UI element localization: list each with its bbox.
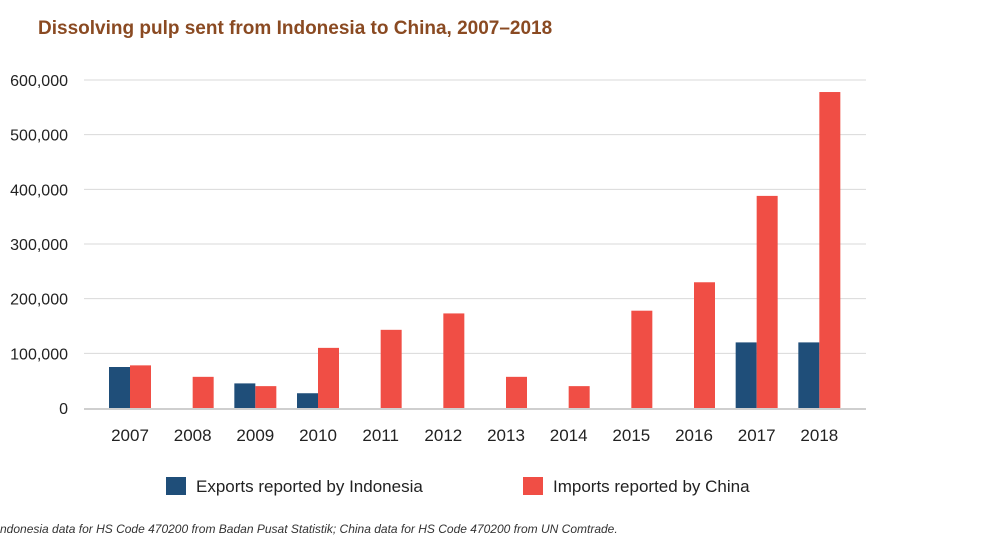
x-tick-label: 2008 xyxy=(174,426,212,445)
bar-imports-2008 xyxy=(192,376,214,408)
x-tick-label: 2007 xyxy=(111,426,149,445)
x-tick-label: 2012 xyxy=(424,426,462,445)
legend: Exports reported by Indonesia Imports rep… xyxy=(166,477,750,496)
bar-imports-2018 xyxy=(819,92,841,408)
bar-imports-2017 xyxy=(756,195,778,408)
bar-exports-2018 xyxy=(798,342,820,408)
y-tick-label: 600,000 xyxy=(10,73,68,90)
source-note: ndonesia data for HS Code 470200 from Ba… xyxy=(0,522,618,536)
x-tick-label: 2014 xyxy=(550,426,588,445)
bar-imports-2007 xyxy=(130,365,151,408)
bar-exports-2017 xyxy=(735,342,757,408)
x-axis-category-labels: 2007 2008 2009 2010 2011 2012 2013 2014 2015 2016… xyxy=(111,426,838,445)
y-tick-label: 100,000 xyxy=(10,346,68,363)
y-tick-label: 400,000 xyxy=(10,182,68,199)
bar-imports-2015 xyxy=(631,310,653,408)
y-tick-label: 500,000 xyxy=(10,128,68,145)
legend-label: Imports reported by China xyxy=(553,477,750,496)
gridlines xyxy=(84,79,866,354)
y-tick-label: 300,000 xyxy=(10,237,68,254)
y-axis-tick-labels: 0 100,000 200,000 300,000 400,000 500,000 600,… xyxy=(10,73,68,418)
x-tick-label: 2013 xyxy=(487,426,525,445)
bar-imports-2011 xyxy=(380,329,402,408)
bars xyxy=(109,92,841,408)
y-tick-label: 0 xyxy=(59,401,68,418)
bar-imports-2012 xyxy=(443,313,465,408)
bar-imports-2010 xyxy=(318,347,339,408)
bar-imports-2009 xyxy=(255,386,277,408)
chart-title: Dissolving pulp sent from Indonesia to C… xyxy=(38,18,553,39)
bar-chart: 0 100,000 200,000 300,000 400,000 500,000 600,… xyxy=(10,73,866,496)
bar-exports-2007 xyxy=(109,367,130,408)
x-tick-label: 2017 xyxy=(738,426,776,445)
x-tick-label: 2018 xyxy=(800,426,838,445)
bar-exports-2010 xyxy=(297,393,318,408)
x-tick-label: 2011 xyxy=(362,426,399,445)
x-tick-label: 2016 xyxy=(675,426,713,445)
x-tick-label: 2009 xyxy=(236,426,274,445)
bar-imports-2013 xyxy=(506,376,527,408)
legend-label: Exports reported by Indonesia xyxy=(196,477,423,496)
x-tick-label: 2010 xyxy=(299,426,337,445)
y-tick-label: 200,000 xyxy=(10,292,68,309)
x-tick-label: 2015 xyxy=(612,426,650,445)
bar-imports-2016 xyxy=(694,282,715,408)
legend-swatch xyxy=(166,477,186,495)
bar-exports-2009 xyxy=(234,383,256,408)
bar-imports-2014 xyxy=(568,386,590,408)
legend-swatch xyxy=(523,477,543,495)
